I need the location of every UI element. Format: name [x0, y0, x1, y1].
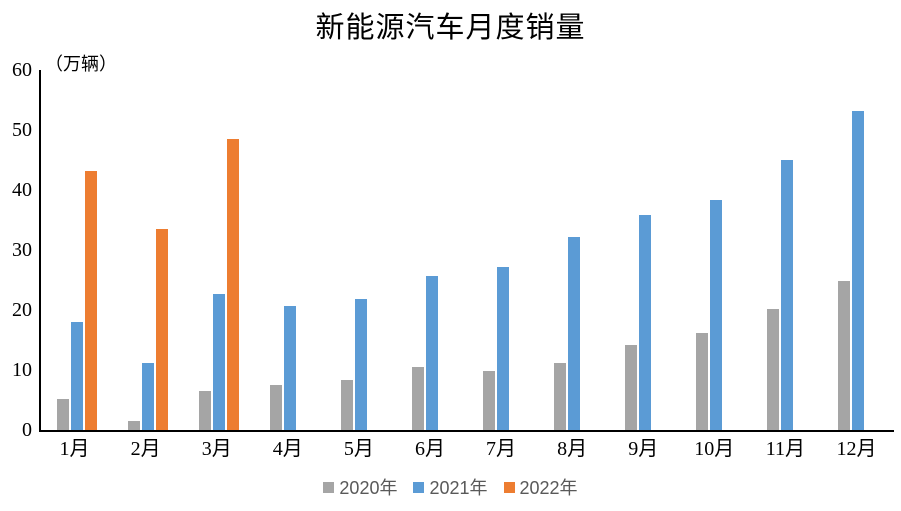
- bar-2021年-9月: [639, 215, 652, 430]
- y-axis-tick-label: 50: [12, 119, 32, 141]
- legend-item-2020年: 2020年: [323, 474, 397, 500]
- x-axis-label-3月: 3月: [201, 438, 232, 460]
- bar-2021年-5月: [354, 298, 367, 430]
- legend-swatch-icon: [503, 481, 515, 493]
- bar-group-9月: [610, 70, 681, 430]
- bar-2021年-7月: [497, 266, 510, 430]
- x-axis-label-12月: 12月: [836, 438, 877, 460]
- x-axis-label-2月: 2月: [130, 438, 161, 460]
- bar-2020年-11月: [767, 309, 780, 430]
- legend-item-2021年: 2021年: [413, 474, 488, 500]
- bar-group-6月: [396, 70, 467, 430]
- bar-2021年-8月: [568, 237, 581, 430]
- bar-2021年-3月: [212, 294, 225, 430]
- bar-2021年-4月: [283, 305, 296, 430]
- legend-label: 2021年: [429, 478, 488, 498]
- y-axis-unit-label: （万辆）: [45, 54, 117, 74]
- bar-group-11月: [752, 70, 823, 430]
- bar-group-1月: [41, 70, 112, 430]
- bar-group-5月: [325, 70, 396, 430]
- bar-2020年-9月: [625, 345, 638, 430]
- bar-group-4月: [254, 70, 325, 430]
- bar-group-10月: [681, 70, 752, 430]
- bar-2021年-1月: [70, 322, 83, 430]
- bar-2020年-8月: [554, 363, 567, 430]
- legend-swatch-icon: [413, 481, 425, 493]
- y-axis-tick-label: 10: [12, 359, 32, 381]
- x-axis-label-5月: 5月: [343, 438, 374, 460]
- x-axis-label-7月: 7月: [486, 438, 517, 460]
- bar-2020年-1月: [56, 398, 69, 430]
- legend-item-2022年: 2022年: [503, 474, 578, 500]
- chart-title: 新能源汽车月度销量: [315, 12, 586, 44]
- bar-2020年-5月: [340, 379, 353, 430]
- y-axis-tick-label: 20: [12, 299, 32, 321]
- x-axis-label-4月: 4月: [272, 438, 303, 460]
- y-axis-tick-label: 40: [12, 179, 32, 201]
- bar-2020年-2月: [127, 421, 140, 430]
- bar-group-2月: [112, 70, 183, 430]
- x-axis-label-9月: 9月: [628, 438, 659, 460]
- bar-2022年-3月: [226, 139, 239, 430]
- bar-group-12月: [823, 70, 894, 430]
- legend-label: 2020年: [339, 478, 398, 498]
- bar-2021年-6月: [425, 275, 438, 430]
- x-axis-label-11月: 11月: [765, 438, 805, 460]
- bar-2020年-4月: [269, 385, 282, 430]
- legend-swatch-icon: [323, 481, 335, 493]
- bar-2020年-7月: [483, 370, 496, 430]
- bar-2021年-12月: [852, 111, 865, 430]
- plot-area: [39, 70, 894, 432]
- bar-2020年-12月: [838, 281, 851, 430]
- y-axis-tick-label: 30: [12, 239, 32, 261]
- bar-group-3月: [183, 70, 254, 430]
- legend: 2020年 2021年 2022年: [0, 474, 901, 500]
- x-axis-label-10月: 10月: [694, 438, 735, 460]
- bar-2021年-2月: [141, 363, 154, 430]
- bar-group-8月: [539, 70, 610, 430]
- bar-2020年-10月: [696, 333, 709, 430]
- legend-label: 2022年: [519, 478, 578, 498]
- bar-2020年-6月: [411, 367, 424, 430]
- bar-2022年-1月: [84, 171, 97, 430]
- y-axis-tick-label: 60: [12, 59, 32, 81]
- bar-2021年-10月: [710, 199, 723, 430]
- bar-2022年-2月: [155, 229, 168, 430]
- x-axis-label-8月: 8月: [557, 438, 588, 460]
- y-axis-tick-label: 0: [22, 419, 32, 441]
- x-axis-label-6月: 6月: [414, 438, 445, 460]
- bar-group-7月: [468, 70, 539, 430]
- bar-2021年-11月: [781, 160, 794, 430]
- x-axis-label-1月: 1月: [59, 438, 90, 460]
- bar-2020年-3月: [198, 391, 211, 430]
